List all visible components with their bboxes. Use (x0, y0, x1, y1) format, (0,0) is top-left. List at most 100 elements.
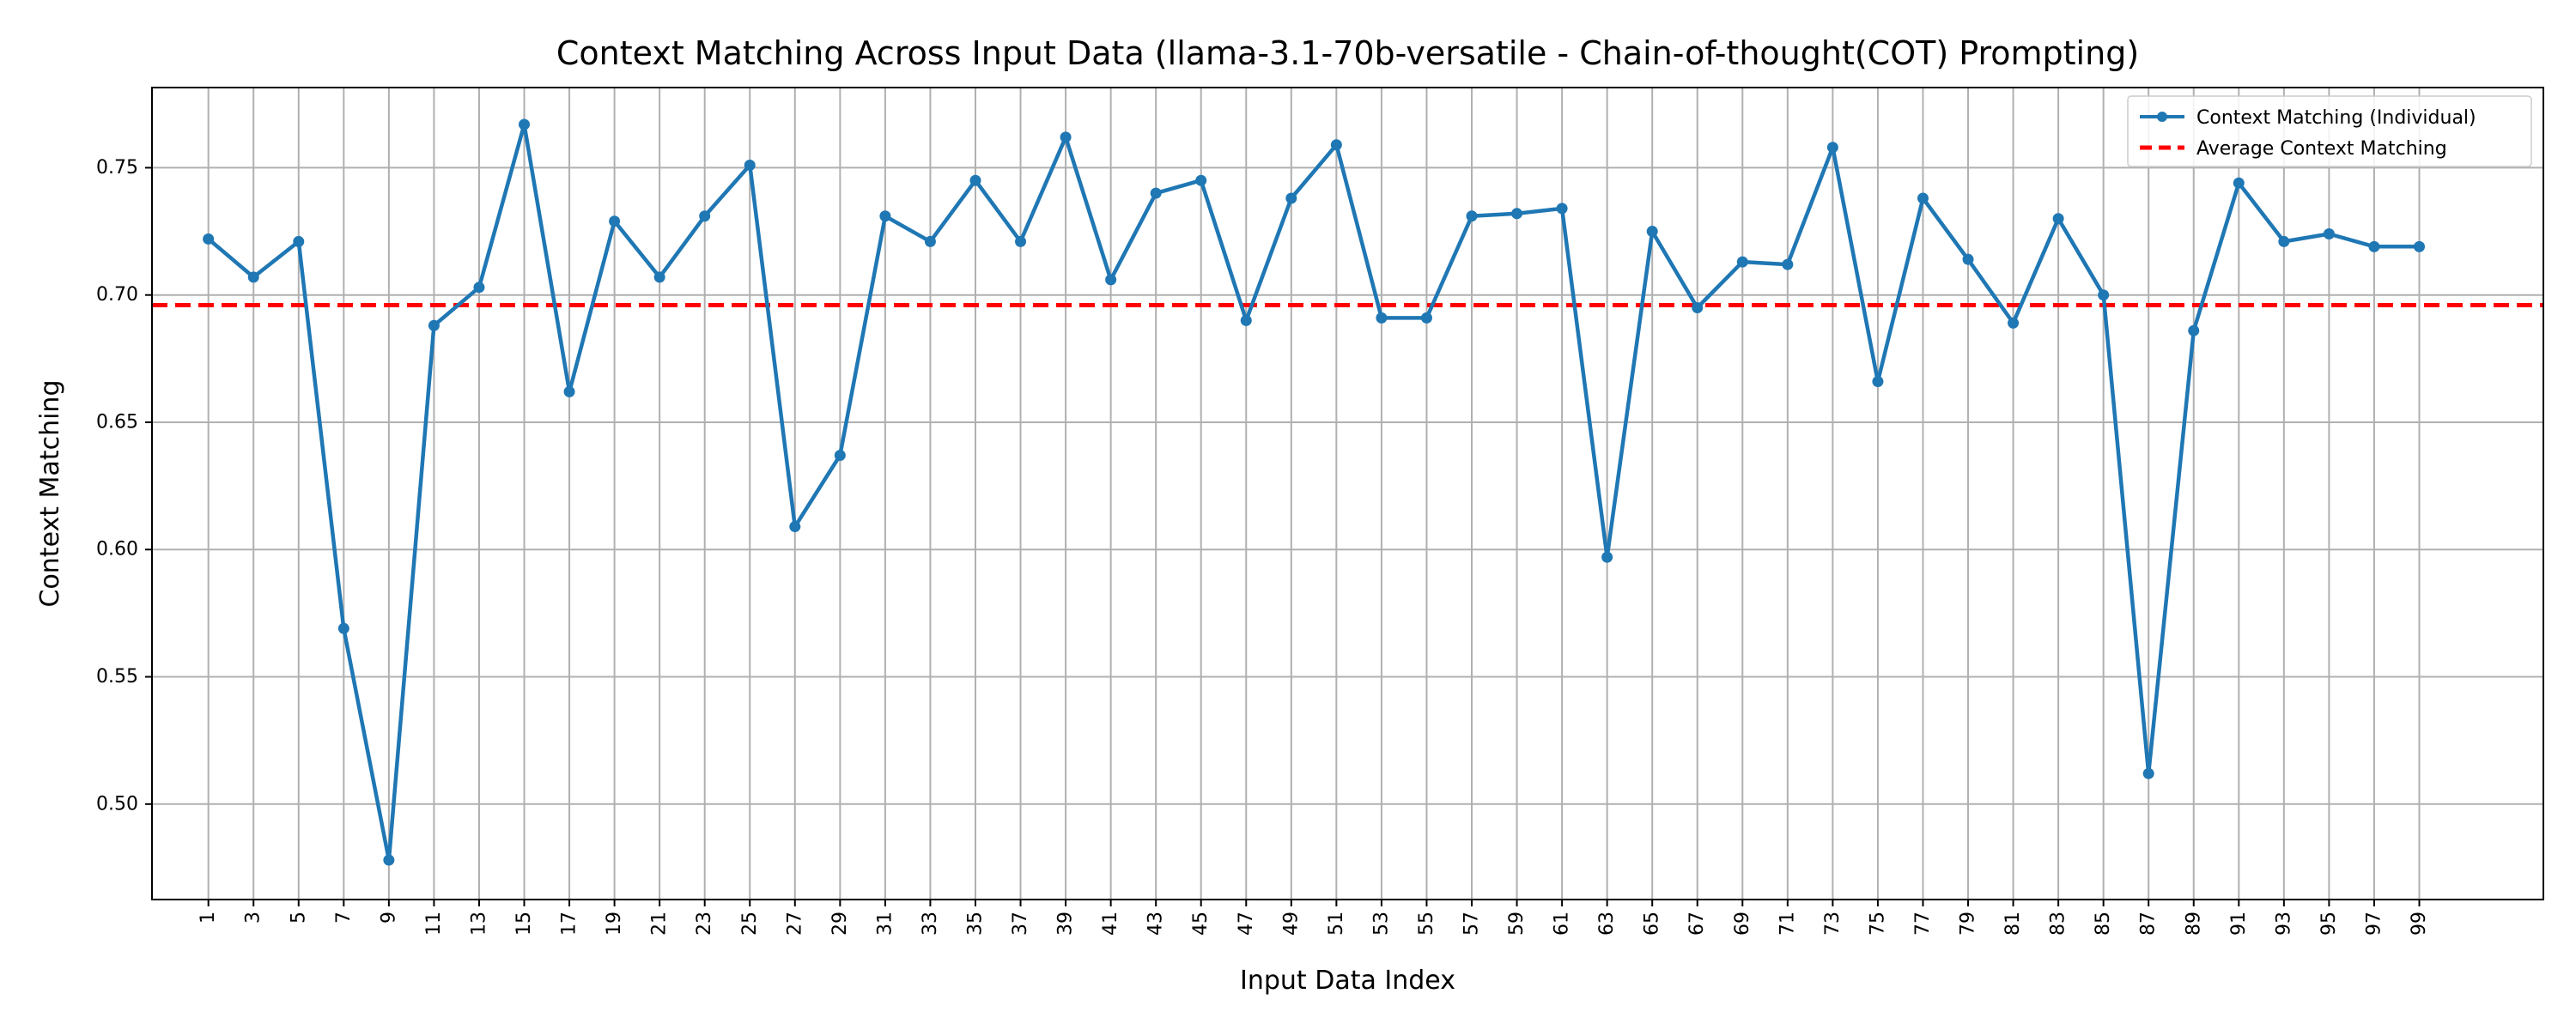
data-point (744, 159, 756, 171)
data-point (969, 174, 981, 186)
x-tick-label: 19 (604, 912, 625, 936)
x-tick-label: 47 (1236, 912, 1257, 936)
legend-label-average: Average Context Matching (2196, 138, 2447, 160)
data-point (2098, 289, 2110, 301)
x-tick-label: 89 (2183, 912, 2204, 936)
data-point (699, 210, 711, 222)
data-point (1962, 253, 1974, 265)
series-line (207, 122, 2420, 863)
data-point (1601, 551, 1613, 563)
x-tick-label: 91 (2228, 912, 2250, 936)
data-point (2052, 213, 2064, 225)
x-tick-label: 49 (1280, 912, 1302, 936)
x-tick-label: 73 (1822, 912, 1844, 936)
x-tick-label: 95 (2318, 912, 2340, 936)
data-point (1782, 258, 1794, 270)
data-point (2008, 317, 2020, 329)
y-tick-label: 0.60 (96, 539, 138, 560)
data-point (519, 118, 531, 130)
data-point (2142, 767, 2154, 779)
y-tick-label: 0.70 (96, 284, 138, 306)
grid (152, 88, 2543, 900)
data-point (383, 854, 395, 866)
data-point (247, 271, 259, 283)
data-point (473, 282, 485, 294)
y-tick-label: 0.75 (96, 157, 138, 179)
x-tick-label: 87 (2138, 912, 2160, 936)
data-point (1330, 139, 1342, 151)
data-point (1285, 192, 1297, 204)
x-axis-label: Input Data Index (1240, 966, 1455, 996)
x-tick-label: 99 (2409, 912, 2430, 936)
data-point (609, 215, 621, 227)
data-point (1511, 208, 1523, 220)
data-point (1105, 274, 1117, 286)
data-point (2233, 177, 2245, 189)
x-tick-label: 93 (2273, 912, 2294, 936)
data-point (879, 210, 891, 222)
x-tick-label: 29 (829, 912, 851, 936)
x-tick-label: 23 (694, 912, 715, 936)
x-tick-label: 31 (874, 912, 896, 936)
x-tick-label: 11 (423, 912, 445, 936)
x-tick-label: 9 (378, 912, 399, 924)
series-layer (203, 118, 2425, 866)
x-tick-label: 39 (1055, 912, 1077, 936)
data-point (789, 521, 801, 533)
x-tick-label: 63 (1596, 912, 1618, 936)
data-point (293, 235, 305, 247)
data-point (1917, 192, 1929, 204)
x-tick-label: 5 (288, 912, 309, 924)
y-axis-label: Context Matching (35, 380, 65, 608)
data-point (834, 450, 846, 462)
x-tick-label: 85 (2093, 912, 2114, 936)
x-tick-label: 57 (1461, 912, 1483, 936)
x-tick-label: 67 (1686, 912, 1708, 936)
x-tick-label: 15 (513, 912, 535, 936)
data-point (924, 235, 936, 247)
x-tick-label: 65 (1642, 912, 1663, 936)
x-tick-label: 17 (559, 912, 580, 936)
data-point (2368, 240, 2380, 252)
x-tick-label: 79 (1958, 912, 1979, 936)
x-tick-label: 75 (1867, 912, 1888, 936)
x-tick-label: 77 (1912, 912, 1934, 936)
data-point (2278, 235, 2290, 247)
data-point (1826, 142, 1838, 154)
data-point (1195, 174, 1207, 186)
data-point (1466, 210, 1478, 222)
x-tick-label: 13 (468, 912, 489, 936)
x-tick-label: 53 (1370, 912, 1392, 936)
legend-label-individual: Context Matching (Individual) (2196, 107, 2476, 129)
y-axis: 0.50 0.55 0.60 0.65 0.70 0.75 (96, 157, 152, 815)
data-point (428, 319, 440, 331)
data-point (1872, 376, 1884, 388)
x-tick-label: 41 (1100, 912, 1121, 936)
x-tick-label: 37 (1010, 912, 1031, 936)
data-point (1060, 131, 1072, 143)
data-point (653, 271, 665, 283)
x-tick-label: 59 (1506, 912, 1528, 936)
x-tick-label: 81 (2002, 912, 2024, 936)
legend: Context Matching (Individual) Average Co… (2127, 95, 2532, 167)
x-tick-label: 97 (2363, 912, 2385, 936)
data-point (1376, 312, 1388, 324)
x-axis: 1 3 5 7 9 11 13 15 17 19 21 23 25 27 29 31 33 35 37 39 41 43 4… (197, 900, 2430, 936)
chart-title: Context Matching Across Input Data (llam… (556, 34, 2139, 72)
data-point (1736, 256, 1748, 268)
x-tick-label: 51 (1326, 912, 1347, 936)
x-tick-label: 35 (964, 912, 986, 936)
data-point (203, 233, 215, 245)
y-tick-label: 0.65 (96, 411, 138, 433)
plot-area-frame (151, 87, 2544, 900)
data-point (1556, 203, 1568, 215)
data-point (1015, 235, 1027, 247)
x-tick-label: 43 (1145, 912, 1167, 936)
legend-box (2127, 95, 2532, 167)
y-tick-label: 0.50 (96, 793, 138, 815)
x-tick-label: 7 (333, 912, 355, 924)
data-point (337, 622, 349, 634)
x-tick-label: 69 (1732, 912, 1753, 936)
data-point (1646, 226, 1658, 238)
x-tick-label: 83 (2048, 912, 2069, 936)
